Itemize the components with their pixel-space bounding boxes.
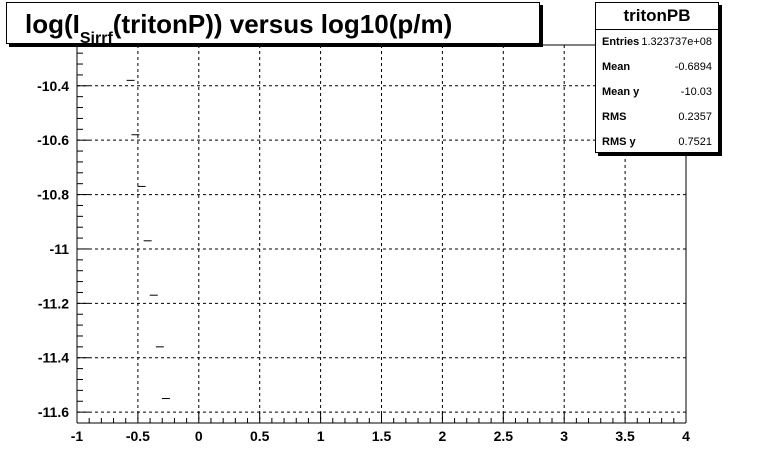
- stats-value: 0.2357: [678, 111, 712, 123]
- stats-value: -10.03: [680, 86, 712, 98]
- stats-label: RMS y: [602, 136, 636, 148]
- title-subscript: Sirrf: [79, 30, 113, 47]
- title-prefix: log(I: [25, 9, 80, 39]
- x-tick-label: -1: [71, 428, 84, 444]
- stats-label: Entries: [602, 36, 640, 48]
- stats-value: -0.6894: [674, 61, 712, 73]
- x-tick-label: 3.5: [615, 428, 635, 444]
- x-tick-label: 1.5: [372, 428, 392, 444]
- x-tick-label: 0: [195, 428, 203, 444]
- stats-row-rms: RMS 0.2357: [596, 105, 718, 130]
- stats-row-mean: Mean -0.6894: [596, 55, 718, 80]
- x-tick-label: 2.5: [494, 428, 514, 444]
- stats-label: Mean: [602, 61, 631, 73]
- y-tick-label: -11.6: [38, 404, 69, 420]
- y-tick-label: -11: [50, 241, 70, 257]
- x-tick-label: 3: [560, 428, 568, 444]
- x-tick-label: 4: [682, 428, 690, 444]
- x-tick-label: 1: [317, 428, 325, 444]
- y-tick-label: -11.2: [38, 295, 69, 311]
- chart-title: log(ISirrf(tritonP)) versus log10(p/m): [25, 9, 453, 47]
- stats-label: RMS: [602, 111, 627, 123]
- stats-row-entries: Entries 1.323737e+08: [596, 30, 718, 55]
- x-tick-label: -0.5: [126, 428, 150, 444]
- y-tick-label: -10.6: [37, 132, 69, 148]
- y-tick-label: -11.4: [38, 350, 69, 366]
- x-tick-label: 0.5: [250, 428, 270, 444]
- title-suffix: (tritonP)) versus log10(p/m): [112, 9, 453, 39]
- stats-label: Mean y: [602, 86, 640, 98]
- stats-box: tritonPB Entries 1.323737e+08 Mean -0.68…: [595, 2, 719, 153]
- stats-row-rms-y: RMS y 0.7521: [596, 130, 718, 155]
- stats-row-mean-y: Mean y -10.03: [596, 80, 718, 105]
- y-tick-label: -10.4: [37, 78, 69, 94]
- y-tick-label: -10.8: [37, 187, 69, 203]
- stats-value: 1.323737e+08: [641, 36, 712, 48]
- stats-title: tritonPB: [596, 3, 718, 30]
- stats-value: 0.7521: [678, 136, 712, 148]
- x-tick-label: 2: [439, 428, 447, 444]
- title-box: log(ISirrf(tritonP)) versus log10(p/m): [6, 2, 540, 47]
